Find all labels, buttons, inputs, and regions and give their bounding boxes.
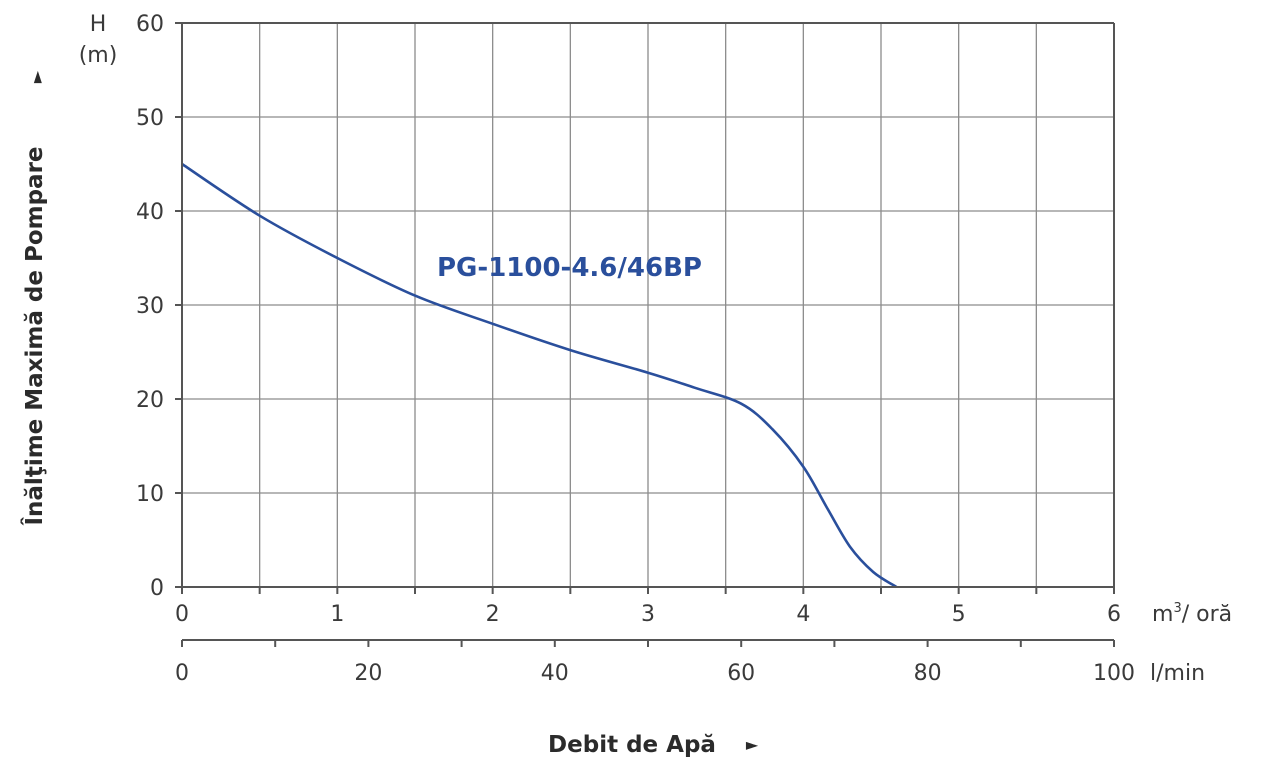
x-primary-tick-label: 0 — [175, 602, 189, 627]
x-axis-title: Debit de Apă — [548, 732, 716, 757]
x-secondary-tick-label: 100 — [1093, 661, 1135, 686]
x-axis-title-arrow: ► — [746, 735, 759, 754]
x-axis-primary-unit-rest: / oră — [1182, 602, 1232, 627]
series-line — [181, 162, 898, 589]
x-primary-tick-label: 4 — [796, 602, 810, 627]
y-tick-label: 20 — [136, 388, 164, 413]
x-primary-tick-label: 5 — [952, 602, 966, 627]
y-tick-label: 0 — [150, 576, 164, 601]
x-secondary-tick-label: 20 — [354, 661, 382, 686]
series-label: PG-1100-4.6/46BP — [437, 253, 702, 283]
y-axis-title: Înălţime Maximă de Pompare — [20, 146, 48, 525]
y-axis-title-arrow: ► — [27, 70, 46, 83]
x-secondary-tick-label: 40 — [541, 661, 569, 686]
x-secondary-tick-label: 80 — [914, 661, 942, 686]
x-axis-secondary-unit: l/min — [1150, 661, 1205, 686]
x-axis-primary-unit-m: m — [1152, 602, 1173, 627]
y-axis-symbol: H — [90, 12, 107, 37]
x-secondary-tick-label: 60 — [727, 661, 755, 686]
y-tick-label: 10 — [136, 482, 164, 507]
y-tick-label: 50 — [136, 106, 164, 131]
y-tick-label: 40 — [136, 200, 164, 225]
y-tick-label: 30 — [136, 294, 164, 319]
x-primary-tick-label: 1 — [330, 602, 344, 627]
x-primary-tick-label: 2 — [486, 602, 500, 627]
x-primary-tick-label: 6 — [1107, 602, 1121, 627]
x-axis-primary-unit: m3/ oră — [1152, 601, 1232, 627]
y-axis-title-group: Înălţime Maximă de Pompare ► — [20, 70, 48, 525]
x-axis-primary-unit-sup: 3 — [1173, 601, 1181, 616]
series-curves — [181, 162, 898, 589]
x-secondary-tick-label: 0 — [175, 661, 189, 686]
y-axis-unit: (m) — [79, 43, 118, 68]
y-tick-label: 60 — [136, 12, 164, 37]
x-primary-tick-label: 3 — [641, 602, 655, 627]
grid — [182, 23, 1114, 587]
plot-frame — [175, 22, 1115, 647]
